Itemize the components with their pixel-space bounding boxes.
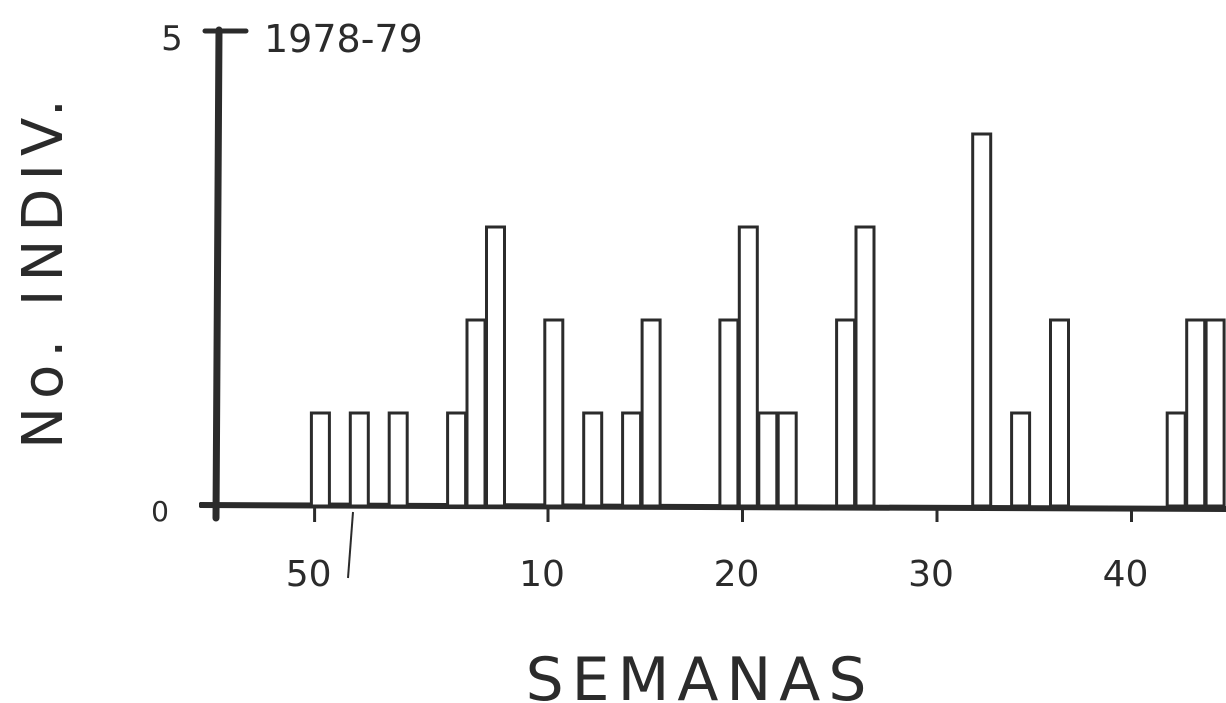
x-axis-line (199, 502, 1226, 512)
x-tick-label: 50 (286, 554, 332, 595)
bar (582, 411, 604, 508)
x-axis-title: SEMANAS (526, 645, 875, 703)
bar (348, 411, 370, 508)
bar (485, 225, 506, 508)
bar (1049, 318, 1070, 508)
y-tick-label: 0 (151, 495, 169, 528)
bar (737, 225, 759, 508)
y-axis-title: No. INDIV. (11, 91, 76, 449)
bar (640, 318, 662, 508)
bar (465, 318, 487, 508)
bar (1165, 411, 1187, 508)
x-tick-label: 10 (519, 554, 565, 595)
stray-mark (347, 511, 354, 579)
x-tick-label: 20 (714, 554, 760, 595)
bars (309, 132, 1226, 508)
bar (1204, 318, 1226, 508)
bar (757, 411, 779, 508)
y-tick-label: 5 (161, 19, 183, 59)
y-axis-line (212, 26, 223, 522)
bar (1010, 411, 1032, 508)
bar (776, 411, 798, 508)
x-tick-label: 30 (908, 554, 954, 595)
bar (309, 411, 331, 508)
bar (1185, 318, 1207, 508)
x-tick-label: 40 (1103, 554, 1149, 595)
period-label: 1978-79 (264, 17, 423, 61)
bar (971, 132, 993, 508)
bar (835, 318, 857, 508)
bar (387, 411, 409, 508)
bar (446, 411, 468, 508)
x-axis-ticks: 50 10 20 30 40 (286, 508, 1149, 595)
bar (718, 318, 740, 508)
bar (621, 411, 643, 508)
bar (854, 225, 876, 508)
bar (543, 318, 565, 508)
